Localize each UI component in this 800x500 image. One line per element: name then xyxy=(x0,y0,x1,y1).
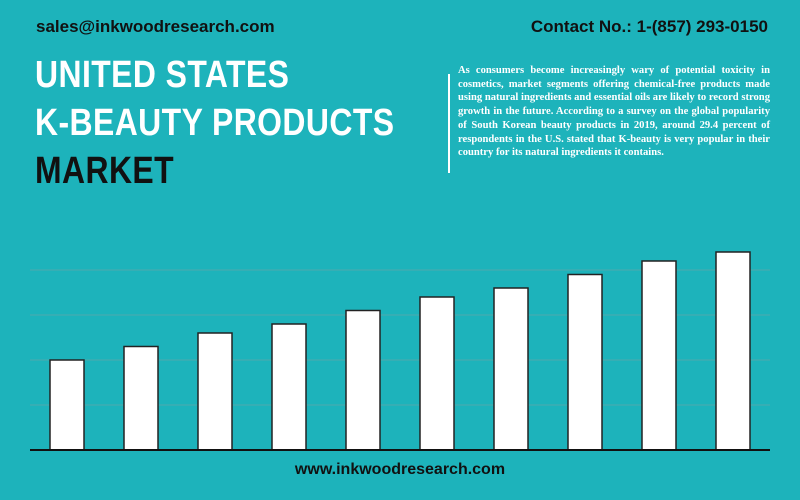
bar xyxy=(123,345,159,451)
title-line: K-BEAUTY PRODUCTS xyxy=(35,102,395,144)
bar xyxy=(197,332,233,451)
bar xyxy=(419,296,455,451)
website: www.inkwoodresearch.com xyxy=(294,461,506,478)
bar xyxy=(345,309,381,451)
description: As consumers become increasingly wary of… xyxy=(458,65,770,159)
bar xyxy=(271,323,307,451)
bar xyxy=(493,287,529,451)
title-line: UNITED STATES xyxy=(35,54,290,96)
contact: Contact No.: 1-(857) 293-0150 xyxy=(530,17,768,36)
bar xyxy=(641,260,677,451)
bar xyxy=(567,273,603,451)
title-line: MARKET xyxy=(35,150,175,192)
divider xyxy=(448,74,450,173)
bar xyxy=(49,359,85,451)
email: sales@inkwoodresearch.com xyxy=(36,17,275,36)
bar xyxy=(715,251,751,451)
